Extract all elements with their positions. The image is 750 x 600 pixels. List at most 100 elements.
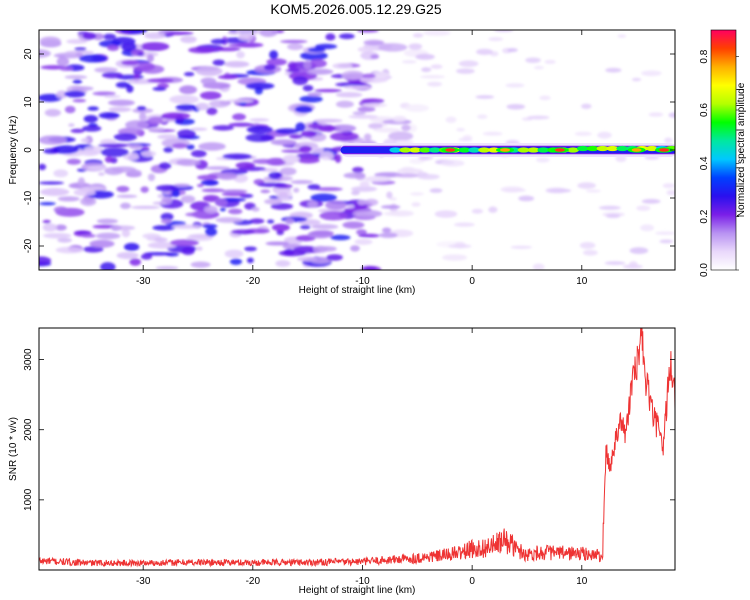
heatmap-cell (260, 189, 271, 194)
heatmap-cell (420, 75, 446, 79)
y-tick-label: 20 (23, 48, 34, 60)
colorbar-frame (710, 29, 737, 271)
heatmap-cell (442, 254, 468, 261)
x-tick-label: 0 (469, 576, 475, 587)
heatmap-cell (68, 123, 75, 127)
heatmap-cell (404, 104, 430, 112)
heatmap-cell (140, 42, 170, 52)
heatmap-cell (352, 166, 364, 173)
heatmap-cell (368, 123, 383, 130)
heatmap-cell (408, 43, 423, 50)
heatmap-cell (297, 157, 320, 164)
x-tick-label: -20 (246, 276, 261, 287)
heatmap-cell (453, 222, 475, 227)
heatmap-cell (72, 99, 87, 103)
heatmap-cell (544, 59, 556, 64)
heatmap-cell (100, 262, 116, 270)
x-tick-label: -10 (355, 576, 370, 587)
heatmap-cell (631, 77, 642, 82)
heatmap-cell (282, 154, 300, 164)
heatmap-cell (53, 145, 79, 154)
heatmap-cell (246, 257, 254, 264)
heatmap-cell (54, 224, 67, 231)
heatmap-cell (310, 193, 337, 202)
heatmap-cell (80, 196, 97, 206)
heatmap-cell (456, 127, 466, 132)
ridge-cell (409, 147, 422, 153)
snr-axes: -30 -20 -10 0 10 1000 2000 3000 (23, 328, 675, 587)
heatmap-cell (270, 202, 294, 210)
heatmap-cell (79, 149, 99, 157)
ridge-cell (418, 147, 431, 153)
heatmap-cell (361, 98, 385, 104)
heatmap-cell (325, 200, 348, 210)
heatmap-cell (380, 205, 401, 209)
heatmap-cell (125, 120, 149, 130)
heatmap-cell (176, 158, 201, 166)
heatmap-cell (335, 100, 354, 108)
colorbar-tick-label: 0.4 (699, 156, 710, 170)
heatmap-cell (221, 192, 248, 197)
heatmap-cell (363, 133, 372, 141)
x-tick-label: -30 (136, 276, 151, 287)
heatmap-cell (146, 54, 154, 63)
snr-frame (38, 327, 676, 571)
heatmap-cell (617, 34, 627, 38)
heatmap-cell (157, 134, 178, 140)
heatmap-cell (82, 32, 97, 40)
heatmap-cell (39, 135, 67, 145)
heatmap-cell (342, 221, 365, 229)
heatmap-cell (152, 225, 176, 231)
y-tick-label: 3000 (23, 348, 34, 371)
heatmap-cell (215, 217, 243, 223)
colorbar-tick-label: 0.2 (699, 209, 710, 223)
heatmap-cell (351, 186, 378, 192)
heatmap-cell (116, 251, 139, 260)
heatmap-cell (275, 128, 300, 135)
heatmap-cell (364, 176, 392, 183)
ridge-peak (631, 148, 642, 152)
heatmap-cell (172, 143, 188, 149)
heatmap-cell (144, 32, 166, 40)
heatmap-cell (279, 167, 297, 176)
ridge-peak (500, 148, 511, 152)
heatmap-cell (212, 59, 226, 66)
ridge-cell (586, 145, 599, 152)
heatmap-cell (269, 50, 279, 60)
heatmap-cell (205, 227, 217, 237)
heatmap-cell (264, 198, 283, 205)
heatmap-cell (232, 113, 246, 121)
heatmap-cell (662, 183, 675, 189)
heatmap-cell (200, 77, 217, 85)
heatmap-cell (412, 33, 424, 38)
heatmap-cell (351, 190, 360, 196)
heatmap-cell (136, 106, 147, 111)
heatmap-cell (401, 124, 411, 132)
heatmap-cell (525, 57, 541, 64)
heatmap-cell (493, 30, 514, 33)
heatmap-cell (300, 224, 311, 230)
heatmap-cell (73, 188, 96, 197)
heatmap-cell (77, 177, 85, 186)
colorbar: 0.0 0.2 0.4 0.6 0.8 Normalized spectral ampl… (699, 29, 747, 277)
heatmap-cell (147, 173, 156, 182)
heatmap-cell (605, 67, 622, 73)
heatmap-cell (251, 207, 260, 212)
colorbar-gradient (711, 30, 736, 270)
heatmap-cell (131, 205, 161, 210)
heatmap-cell (577, 182, 596, 189)
heatmap-cell (87, 106, 99, 111)
heatmap-cell (415, 53, 435, 60)
heatmap-cell (83, 115, 98, 123)
heatmap-cell (276, 190, 293, 200)
heatmap-cell (190, 149, 207, 158)
heatmap-cell (401, 60, 417, 64)
heatmap-cell (222, 153, 252, 160)
heatmap-cell (270, 139, 297, 146)
heatmap-cell (500, 186, 524, 193)
heatmap-cell (539, 95, 551, 101)
heatmap-cell (579, 242, 596, 249)
heatmap-cell (39, 163, 47, 171)
heatmap-cell (408, 124, 418, 133)
heatmap-cell (53, 206, 68, 213)
